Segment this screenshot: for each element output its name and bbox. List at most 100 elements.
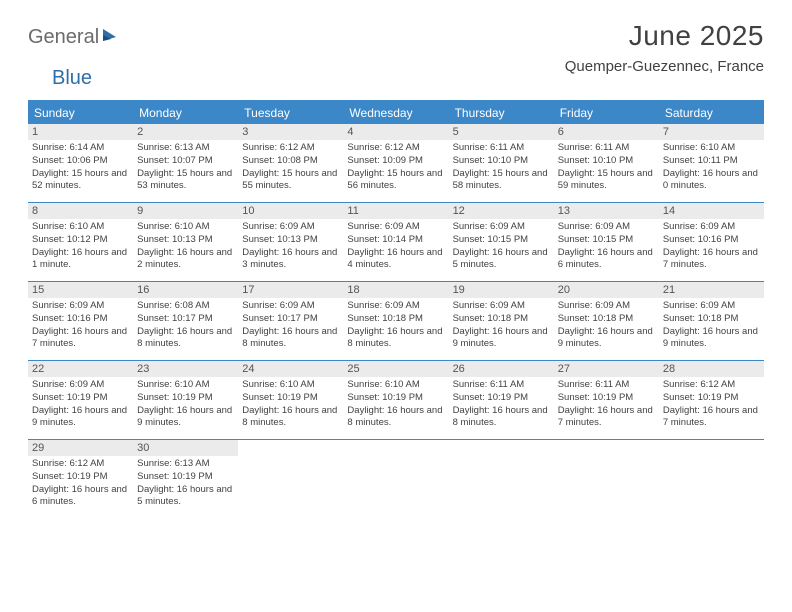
- day-number: 6: [554, 124, 659, 140]
- day-details: Sunrise: 6:09 AMSunset: 10:18 PMDaylight…: [453, 300, 550, 351]
- day-cell: 3 Sunrise: 6:12 AMSunset: 10:08 PMDayligh…: [238, 124, 343, 202]
- day-details: Sunrise: 6:08 AMSunset: 10:17 PMDaylight…: [137, 300, 234, 351]
- day-number: 10: [238, 203, 343, 219]
- day-details: Sunrise: 6:09 AMSunset: 10:18 PMDaylight…: [347, 300, 444, 351]
- day-cell: 25 Sunrise: 6:10 AMSunset: 10:19 PMDaylig…: [343, 361, 448, 439]
- day-details: Sunrise: 6:13 AMSunset: 10:19 PMDaylight…: [137, 458, 234, 509]
- day-cell: 22 Sunrise: 6:09 AMSunset: 10:19 PMDaylig…: [28, 361, 133, 439]
- day-cell: 16 Sunrise: 6:08 AMSunset: 10:17 PMDaylig…: [133, 282, 238, 360]
- day-cell: 10Sunrise: 6:09 AMSunset: 10:13 PMDaylig…: [238, 203, 343, 281]
- day-cell: [659, 440, 764, 518]
- weekday-header-row: SundayMondayTuesdayWednesdayThursdayFrid…: [28, 102, 764, 124]
- day-cell: 24 Sunrise: 6:10 AMSunset: 10:19 PMDaylig…: [238, 361, 343, 439]
- day-details: Sunrise: 6:11 AMSunset: 10:10 PMDaylight…: [558, 142, 655, 193]
- day-cell: 14Sunrise: 6:09 AMSunset: 10:16 PMDaylig…: [659, 203, 764, 281]
- day-details: Sunrise: 6:13 AMSunset: 10:07 PMDaylight…: [137, 142, 234, 193]
- day-number: 4: [343, 124, 448, 140]
- day-cell: 30 Sunrise: 6:13 AMSunset: 10:19 PMDaylig…: [133, 440, 238, 518]
- day-number: 8: [28, 203, 133, 219]
- title-block: June 2025 Quemper-Guezennec, France: [565, 20, 764, 75]
- day-cell: 26 Sunrise: 6:11 AMSunset: 10:19 PMDaylig…: [449, 361, 554, 439]
- day-cell: 19 Sunrise: 6:09 AMSunset: 10:18 PMDaylig…: [449, 282, 554, 360]
- day-number: 5: [449, 124, 554, 140]
- day-number: 11: [343, 203, 448, 219]
- day-cell: 9Sunrise: 6:10 AMSunset: 10:13 PMDayligh…: [133, 203, 238, 281]
- day-details: Sunrise: 6:14 AMSunset: 10:06 PMDaylight…: [32, 142, 129, 193]
- day-number: 19: [449, 282, 554, 298]
- day-number: 9: [133, 203, 238, 219]
- day-number: 23: [133, 361, 238, 377]
- day-cell: 20 Sunrise: 6:09 AMSunset: 10:18 PMDaylig…: [554, 282, 659, 360]
- day-cell: 6 Sunrise: 6:11 AMSunset: 10:10 PMDayligh…: [554, 124, 659, 202]
- day-number: 17: [238, 282, 343, 298]
- day-details: Sunrise: 6:09 AMSunset: 10:17 PMDaylight…: [242, 300, 339, 351]
- day-number: 30: [133, 440, 238, 456]
- day-number: 1: [28, 124, 133, 140]
- day-number: 26: [449, 361, 554, 377]
- day-details: Sunrise: 6:09 AMSunset: 10:19 PMDaylight…: [32, 379, 129, 430]
- day-cell: [449, 440, 554, 518]
- day-number: 25: [343, 361, 448, 377]
- day-cell: 2 Sunrise: 6:13 AMSunset: 10:07 PMDayligh…: [133, 124, 238, 202]
- calendar-week: 22 Sunrise: 6:09 AMSunset: 10:19 PMDaylig…: [28, 361, 764, 440]
- day-details: Sunrise: 6:12 AMSunset: 10:19 PMDaylight…: [32, 458, 129, 509]
- day-details: Sunrise: 6:09 AMSunset: 10:18 PMDaylight…: [663, 300, 760, 351]
- day-number: 15: [28, 282, 133, 298]
- day-cell: 5 Sunrise: 6:11 AMSunset: 10:10 PMDayligh…: [449, 124, 554, 202]
- calendar-page: General June 2025 Quemper-Guezennec, Fra…: [0, 0, 792, 538]
- day-cell: 15Sunrise: 6:09 AMSunset: 10:16 PMDaylig…: [28, 282, 133, 360]
- day-cell: 7Sunrise: 6:10 AMSunset: 10:11 PMDayligh…: [659, 124, 764, 202]
- day-cell: 28Sunrise: 6:12 AMSunset: 10:19 PMDaylig…: [659, 361, 764, 439]
- day-details: Sunrise: 6:10 AMSunset: 10:12 PMDaylight…: [32, 221, 129, 272]
- weekday-header: Sunday: [28, 102, 133, 124]
- day-number: 12: [449, 203, 554, 219]
- day-cell: 11Sunrise: 6:09 AMSunset: 10:14 PMDaylig…: [343, 203, 448, 281]
- day-number: 14: [659, 203, 764, 219]
- day-cell: 8 Sunrise: 6:10 AMSunset: 10:12 PMDayligh…: [28, 203, 133, 281]
- day-number: 2: [133, 124, 238, 140]
- day-number: 3: [238, 124, 343, 140]
- day-cell: [238, 440, 343, 518]
- day-details: Sunrise: 6:09 AMSunset: 10:15 PMDaylight…: [453, 221, 550, 272]
- day-details: Sunrise: 6:11 AMSunset: 10:19 PMDaylight…: [453, 379, 550, 430]
- day-details: Sunrise: 6:12 AMSunset: 10:08 PMDaylight…: [242, 142, 339, 193]
- day-cell: 21 Sunrise: 6:09 AMSunset: 10:18 PMDaylig…: [659, 282, 764, 360]
- day-number: 24: [238, 361, 343, 377]
- weekday-header: Friday: [554, 102, 659, 124]
- day-number: 29: [28, 440, 133, 456]
- day-details: Sunrise: 6:10 AMSunset: 10:19 PMDaylight…: [242, 379, 339, 430]
- day-details: Sunrise: 6:11 AMSunset: 10:10 PMDaylight…: [453, 142, 550, 193]
- weekday-header: Thursday: [449, 102, 554, 124]
- calendar-week: 8 Sunrise: 6:10 AMSunset: 10:12 PMDayligh…: [28, 203, 764, 282]
- logo-flag-icon: [102, 27, 120, 48]
- weekday-header: Tuesday: [238, 102, 343, 124]
- day-number: 16: [133, 282, 238, 298]
- day-number: 28: [659, 361, 764, 377]
- logo-text-general: General: [28, 26, 99, 49]
- weekday-header: Saturday: [659, 102, 764, 124]
- day-cell: 27Sunrise: 6:11 AMSunset: 10:19 PMDaylig…: [554, 361, 659, 439]
- calendar-week: 29 Sunrise: 6:12 AMSunset: 10:19 PMDaylig…: [28, 440, 764, 518]
- day-details: Sunrise: 6:10 AMSunset: 10:19 PMDaylight…: [347, 379, 444, 430]
- day-details: Sunrise: 6:11 AMSunset: 10:19 PMDaylight…: [558, 379, 655, 430]
- day-number: 13: [554, 203, 659, 219]
- calendar-week: 15Sunrise: 6:09 AMSunset: 10:16 PMDaylig…: [28, 282, 764, 361]
- day-number: 21: [659, 282, 764, 298]
- logo: General: [28, 20, 122, 49]
- day-cell: 17 Sunrise: 6:09 AMSunset: 10:17 PMDaylig…: [238, 282, 343, 360]
- calendar-week: 1 Sunrise: 6:14 AMSunset: 10:06 PMDayligh…: [28, 124, 764, 203]
- day-number: 18: [343, 282, 448, 298]
- location-subtitle: Quemper-Guezennec, France: [565, 58, 764, 75]
- day-number: 20: [554, 282, 659, 298]
- calendar-body: 1 Sunrise: 6:14 AMSunset: 10:06 PMDayligh…: [28, 124, 764, 518]
- month-title: June 2025: [565, 20, 764, 52]
- calendar-table: SundayMondayTuesdayWednesdayThursdayFrid…: [28, 100, 764, 518]
- day-cell: [554, 440, 659, 518]
- weekday-header: Wednesday: [343, 102, 448, 124]
- day-details: Sunrise: 6:09 AMSunset: 10:18 PMDaylight…: [558, 300, 655, 351]
- logo-text-blue: Blue: [52, 67, 92, 90]
- weekday-header: Monday: [133, 102, 238, 124]
- day-cell: 23Sunrise: 6:10 AMSunset: 10:19 PMDaylig…: [133, 361, 238, 439]
- day-cell: [343, 440, 448, 518]
- day-number: 22: [28, 361, 133, 377]
